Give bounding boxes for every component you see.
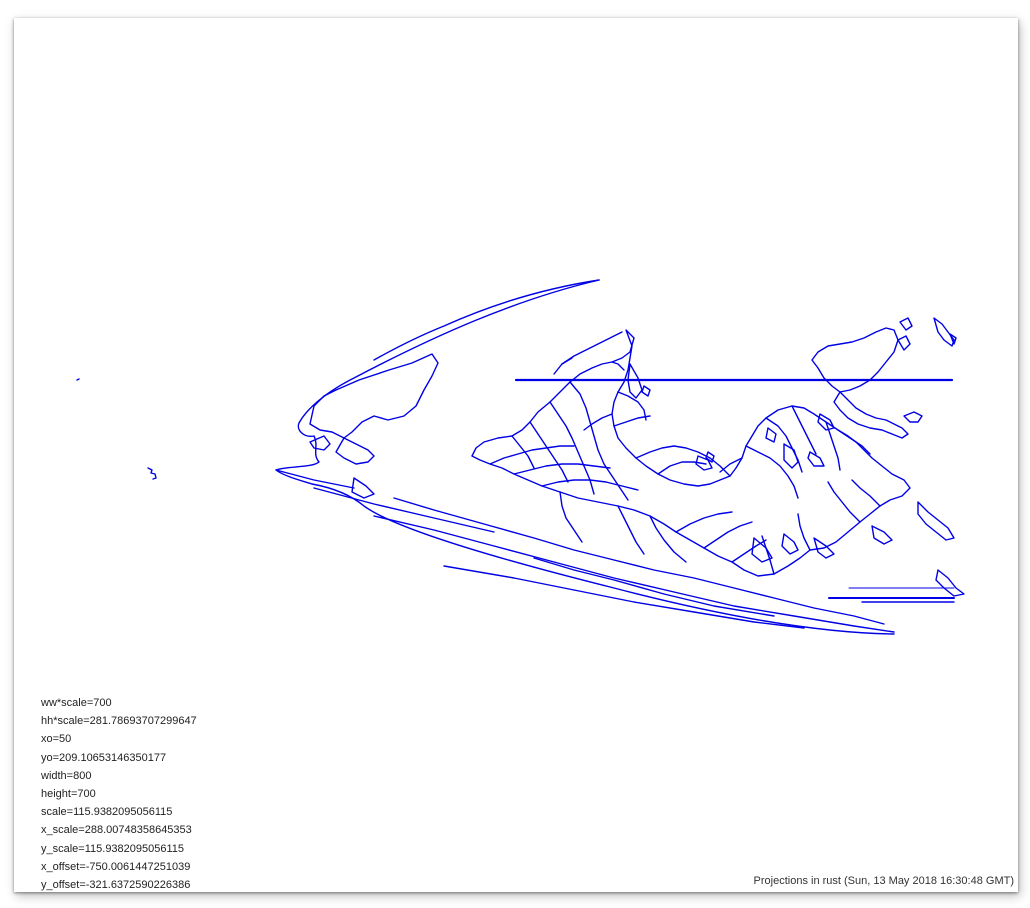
landmass-outline bbox=[811, 327, 899, 393]
landmass-outline bbox=[765, 427, 777, 443]
country-border bbox=[745, 445, 799, 499]
country-border bbox=[559, 491, 583, 543]
projection-parameters: ww*scale=700 hh*scale=281.78693707299647… bbox=[41, 694, 197, 894]
country-border bbox=[703, 521, 753, 549]
landmass-inner-outline bbox=[275, 469, 355, 489]
projected-world-map bbox=[76, 279, 965, 635]
param-line: x_scale=288.00748358645353 bbox=[41, 824, 192, 837]
landmass-crescent-outline bbox=[275, 279, 895, 635]
landmass-outline bbox=[807, 451, 825, 467]
country-border bbox=[583, 413, 613, 431]
param-line: xo=50 bbox=[41, 733, 72, 746]
country-border bbox=[549, 401, 595, 495]
country-border bbox=[837, 429, 871, 455]
landmass-inner-outline bbox=[533, 557, 775, 617]
param-line: width=800 bbox=[41, 769, 92, 782]
param-line: yo=209.10653146350177 bbox=[41, 751, 167, 764]
landmass-inner-outline bbox=[309, 435, 331, 451]
country-border bbox=[611, 361, 625, 371]
country-border bbox=[489, 445, 575, 465]
landmass-outline bbox=[781, 533, 799, 555]
country-border bbox=[649, 515, 687, 563]
eurasia-outline bbox=[471, 329, 911, 577]
country-border bbox=[529, 421, 569, 483]
landmass-outline bbox=[903, 411, 923, 423]
country-border bbox=[797, 513, 811, 551]
country-border bbox=[513, 463, 611, 475]
landmass-outline bbox=[833, 391, 909, 439]
landmass-outline bbox=[751, 537, 773, 563]
landmass-inner-outline bbox=[335, 437, 375, 465]
country-border bbox=[635, 445, 731, 477]
landmass-inner-outline bbox=[309, 353, 439, 439]
country-border bbox=[851, 479, 881, 507]
footer-caption: Projections in rust (Sun, 13 May 2018 16… bbox=[753, 875, 1014, 887]
island-outline bbox=[147, 467, 157, 480]
country-border bbox=[541, 479, 639, 491]
landmass-outline bbox=[783, 443, 799, 469]
landmass-inner-outline bbox=[351, 477, 375, 499]
landmass-outline bbox=[813, 537, 835, 559]
landmass-outline bbox=[897, 335, 911, 351]
landmass-outline bbox=[871, 525, 893, 545]
country-outlines bbox=[76, 279, 965, 635]
country-border bbox=[761, 535, 775, 575]
country-border bbox=[613, 415, 651, 427]
landmass-inner-outline bbox=[373, 515, 895, 633]
param-line: ww*scale=700 bbox=[41, 697, 112, 709]
country-border bbox=[617, 505, 645, 555]
country-border bbox=[827, 481, 861, 523]
param-line: scale=115.9382095056115 bbox=[41, 806, 173, 819]
landmass-inner-outline bbox=[393, 497, 885, 625]
landmass-outline bbox=[899, 317, 913, 331]
landmass-outline bbox=[917, 501, 955, 541]
country-border bbox=[569, 381, 629, 501]
param-line: y_scale=115.9382095056115 bbox=[41, 842, 185, 855]
param-line: hh*scale=281.78693707299647 bbox=[41, 715, 197, 728]
param-line: y_offset=-321.6372590226386 bbox=[41, 879, 191, 892]
map-frame: ww*scale=700 hh*scale=281.78693707299647… bbox=[14, 18, 1018, 892]
landmass-inner-outline bbox=[443, 565, 805, 629]
landmass-outline bbox=[817, 413, 835, 431]
landmass-outline bbox=[935, 569, 965, 597]
landmass-outline bbox=[949, 333, 957, 345]
landmass-outline bbox=[933, 317, 955, 347]
param-line: x_offset=-750.0061447251039 bbox=[41, 860, 191, 873]
country-border bbox=[719, 457, 743, 473]
landmass-outline bbox=[641, 385, 651, 397]
param-line: height=700 bbox=[41, 788, 96, 801]
landmass-crescent-outline bbox=[373, 279, 600, 361]
country-border bbox=[553, 357, 573, 375]
country-border bbox=[675, 511, 733, 533]
landmass-inner-outline bbox=[313, 487, 495, 533]
island-outline bbox=[76, 378, 80, 381]
country-border bbox=[657, 461, 707, 475]
landmass-outline bbox=[705, 451, 715, 463]
country-border bbox=[617, 391, 647, 421]
landmass-outline bbox=[695, 455, 713, 471]
country-border bbox=[791, 405, 817, 455]
country-border bbox=[511, 435, 535, 469]
